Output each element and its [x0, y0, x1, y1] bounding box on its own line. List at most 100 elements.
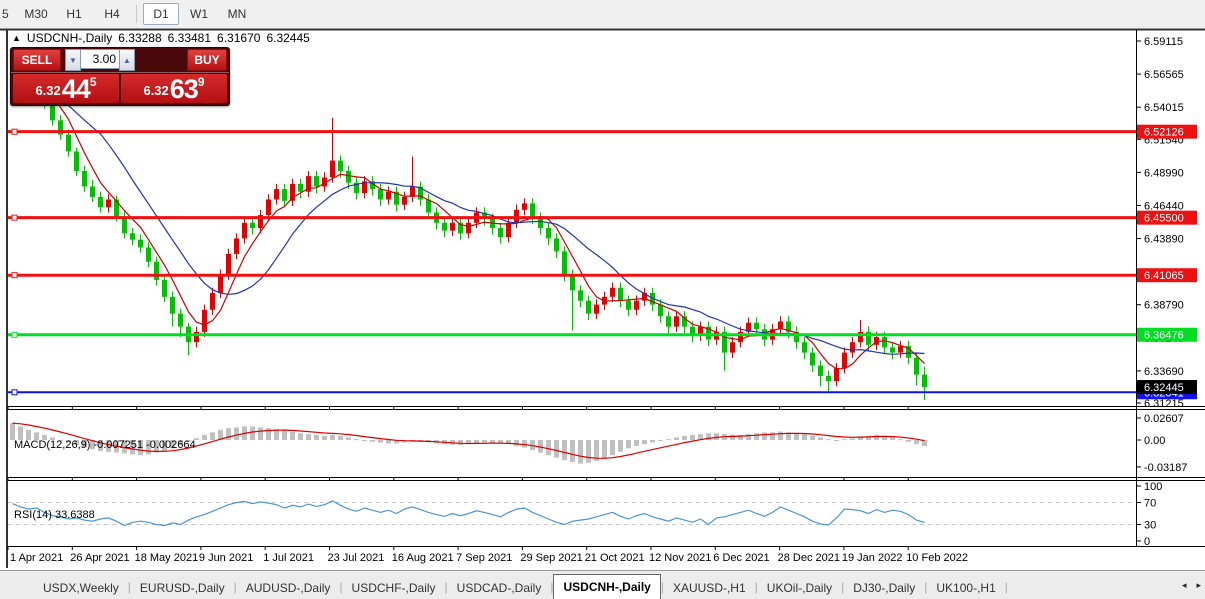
- macd-chart: 0.02607 0.00 -0.03187: [10, 413, 1187, 474]
- symbol-tab-usdcnh-daily[interactable]: USDCNH-,Daily: [553, 574, 661, 599]
- chart-symbol-label: USDCNH-,Daily: [26, 31, 113, 45]
- buy-price-box[interactable]: 6.32 63 9: [121, 74, 227, 103]
- volume-stepper: ▼ 3.00 ▲: [65, 49, 135, 71]
- timeframe-button-W1[interactable]: W1: [190, 7, 208, 21]
- svg-text:100: 100: [1144, 481, 1162, 493]
- svg-text:6.46440: 6.46440: [1144, 200, 1184, 212]
- symbol-tab-usdcad-daily[interactable]: USDCAD-,Daily: [456, 580, 542, 595]
- tab-separator: |: [754, 580, 758, 594]
- tab-separator: |: [127, 580, 131, 594]
- trade-panel-prices: 6.32 44 5 6.32 63 9: [11, 72, 229, 104]
- toolbar-divider: [136, 5, 137, 23]
- svg-text:28 Dec 2021: 28 Dec 2021: [778, 552, 840, 564]
- buy-price-prefix: 6.32: [143, 83, 169, 98]
- tab-separator: |: [444, 580, 448, 594]
- timeframe-button-H1[interactable]: H1: [66, 7, 82, 21]
- svg-text:9 Jun 2021: 9 Jun 2021: [199, 552, 253, 564]
- symbol-tab-usdchf-daily[interactable]: USDCHF-,Daily: [351, 580, 436, 595]
- collapse-panel-icon[interactable]: ▲: [12, 33, 21, 43]
- svg-text:6.56565: 6.56565: [1144, 69, 1184, 81]
- ohlc-open: 6.33288: [118, 31, 162, 45]
- timeframe-button-H4[interactable]: H4: [104, 7, 120, 21]
- symbol-tab-eurusd-daily[interactable]: EURUSD-,Daily: [139, 580, 225, 595]
- ohlc-close: 6.32445: [266, 31, 310, 45]
- timeframe-toolbar: 5 M30 H1 H4 D1 W1 MN: [0, 0, 1205, 28]
- svg-text:6 Dec 2021: 6 Dec 2021: [713, 552, 769, 564]
- svg-text:0.02607: 0.02607: [1144, 413, 1184, 425]
- tab-scroll-left-icon[interactable]: ◂: [1181, 580, 1187, 590]
- symbol-tab-uk100-h1[interactable]: UK100-,H1: [936, 580, 996, 595]
- chart-header: ▲ USDCNH-,Daily 6.33288 6.33481 6.31670 …: [12, 31, 310, 45]
- macd-indicator-label: MACD(12,26,9) -0.007251 -0.002664: [14, 439, 196, 451]
- svg-text:26 Apr 2021: 26 Apr 2021: [70, 552, 129, 564]
- tab-scroll-controls: ◂ ▸: [1182, 580, 1201, 591]
- svg-text:0.00: 0.00: [1144, 435, 1165, 447]
- symbol-tab-dj30-daily[interactable]: DJ30-,Daily: [853, 580, 916, 595]
- tab-separator: |: [841, 580, 845, 594]
- rsi-chart: 100 70 30 0: [12, 481, 1162, 548]
- svg-text:18 May 2021: 18 May 2021: [135, 552, 199, 564]
- svg-text:30: 30: [1144, 520, 1156, 532]
- svg-text:6.36476: 6.36476: [1144, 330, 1184, 342]
- symbol-tab-bar: USDX,Weekly | EURUSD-,Daily | AUDUSD-,Daily |…: [0, 570, 1205, 599]
- timeframe-button-5[interactable]: 5: [2, 7, 9, 21]
- tab-separator: |: [233, 580, 237, 594]
- volume-input[interactable]: 3.00: [81, 49, 119, 69]
- svg-text:10 Feb 2022: 10 Feb 2022: [906, 552, 968, 564]
- svg-text:6.54015: 6.54015: [1144, 102, 1184, 114]
- buy-price-pip: 9: [197, 75, 205, 89]
- trade-panel-controls: SELL ▼ 3.00 ▲ BUY: [11, 48, 229, 72]
- svg-text:6.31215: 6.31215: [1144, 398, 1184, 410]
- volume-decrease-button[interactable]: ▼: [65, 49, 81, 71]
- tab-separator: |: [339, 580, 343, 594]
- svg-text:16 Aug 2021: 16 Aug 2021: [392, 552, 454, 564]
- timeframe-button-MN[interactable]: MN: [227, 7, 247, 21]
- symbol-tab-ukoil-daily[interactable]: UKOil-,Daily: [766, 580, 833, 595]
- svg-text:23 Jul 2021: 23 Jul 2021: [328, 552, 385, 564]
- tab-separator: |: [924, 580, 928, 594]
- svg-text:6.45500: 6.45500: [1144, 213, 1184, 225]
- timeframe-button-D1[interactable]: D1: [143, 3, 179, 25]
- one-click-trade-panel: SELL ▼ 3.00 ▲ BUY 6.32 44 5 6.32 63 9: [10, 47, 230, 106]
- volume-increase-button[interactable]: ▲: [119, 49, 135, 71]
- svg-text:6.59115: 6.59115: [1144, 36, 1183, 48]
- tab-scroll-right-icon[interactable]: ▸: [1196, 580, 1201, 590]
- svg-text:6.33690: 6.33690: [1144, 366, 1184, 378]
- timeframe-button-M30[interactable]: M30: [24, 7, 48, 21]
- tab-separator: |: [550, 580, 554, 594]
- svg-text:1 Jul 2021: 1 Jul 2021: [263, 552, 314, 564]
- sell-price-pip: 5: [89, 75, 97, 89]
- svg-text:-0.03187: -0.03187: [1144, 462, 1187, 474]
- svg-text:12 Nov 2021: 12 Nov 2021: [649, 552, 711, 564]
- sell-price-prefix: 6.32: [35, 83, 61, 98]
- svg-text:70: 70: [1144, 498, 1156, 510]
- tab-separator: |: [1004, 580, 1008, 594]
- ohlc-high: 6.33481: [167, 31, 212, 45]
- date-axis: 1 Apr 2021 26 Apr 2021 18 May 2021 9 Jun 20…: [7, 406, 968, 564]
- svg-text:1 Apr 2021: 1 Apr 2021: [10, 552, 63, 564]
- svg-text:29 Sep 2021: 29 Sep 2021: [520, 552, 582, 564]
- fast-ma-line: [12, 73, 925, 370]
- symbol-tab-usdx-weekly[interactable]: USDX,Weekly: [43, 580, 119, 595]
- svg-text:7 Sep 2021: 7 Sep 2021: [456, 552, 512, 564]
- svg-text:19 Jan 2022: 19 Jan 2022: [842, 552, 903, 564]
- svg-text:21 Oct 2021: 21 Oct 2021: [585, 552, 645, 564]
- svg-text:6.38790: 6.38790: [1144, 300, 1184, 312]
- svg-text:6.52126: 6.52126: [1144, 127, 1184, 139]
- svg-text:6.32445: 6.32445: [1144, 382, 1184, 394]
- sell-button[interactable]: SELL: [13, 49, 61, 71]
- rsi-indicator-label: RSI(14) 33.6388: [14, 509, 95, 521]
- buy-button[interactable]: BUY: [187, 49, 227, 71]
- ohlc-low: 6.31670: [217, 31, 261, 45]
- symbol-tab-xauusd-h1[interactable]: XAUUSD-,H1: [672, 580, 746, 595]
- sell-price-box[interactable]: 6.32 44 5: [13, 74, 119, 103]
- svg-text:6.43890: 6.43890: [1144, 234, 1184, 246]
- buy-price-big: 63: [169, 74, 199, 104]
- svg-text:0: 0: [1144, 536, 1150, 548]
- svg-text:6.48990: 6.48990: [1144, 167, 1184, 179]
- sell-price-big: 44: [61, 74, 91, 104]
- tab-separator: |: [660, 580, 664, 594]
- svg-text:6.41065: 6.41065: [1144, 270, 1184, 282]
- chart-canvas[interactable]: 6.591156.565656.540156.515406.489906.464…: [0, 28, 1205, 570]
- symbol-tab-audusd-daily[interactable]: AUDUSD-,Daily: [245, 580, 331, 595]
